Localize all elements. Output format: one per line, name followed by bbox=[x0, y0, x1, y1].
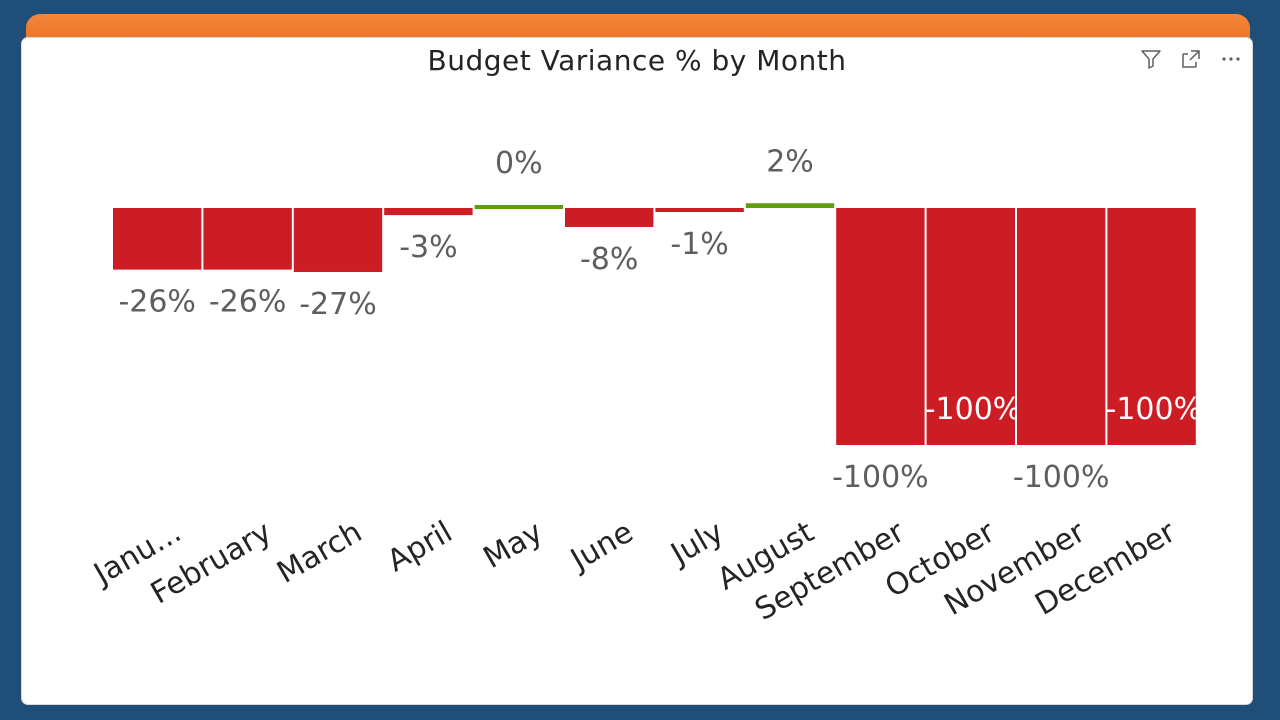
focus-mode-icon[interactable] bbox=[1178, 46, 1204, 72]
x-tick-label: March bbox=[271, 515, 368, 591]
data-label: -26% bbox=[118, 285, 196, 320]
bar-march[interactable] bbox=[293, 208, 383, 272]
bar-december[interactable] bbox=[1107, 208, 1196, 445]
data-label: -26% bbox=[209, 285, 287, 320]
data-label: 2% bbox=[766, 144, 814, 179]
data-label: 0% bbox=[495, 146, 543, 181]
bar-june[interactable] bbox=[565, 208, 654, 227]
x-tick-label: April bbox=[382, 515, 459, 580]
data-label: -1% bbox=[670, 227, 728, 262]
chart-title: Budget Variance % by Month bbox=[427, 44, 847, 77]
data-label: -3% bbox=[399, 230, 457, 265]
chart-visual[interactable]: Budget Variance % by Month -26% Janu... -2… bbox=[22, 38, 1252, 704]
more-options-icon[interactable] bbox=[1218, 46, 1244, 72]
bar-janu[interactable] bbox=[113, 208, 202, 270]
x-tick-label: May bbox=[478, 515, 549, 576]
bar-april[interactable] bbox=[384, 208, 473, 216]
bar-july[interactable] bbox=[655, 208, 744, 212]
bar-chart-plot: -26%Janu...-26%February-27%March-3%April… bbox=[87, 144, 1203, 628]
data-label: -100% bbox=[1013, 460, 1110, 495]
bar-august[interactable] bbox=[745, 203, 835, 208]
data-label: -100% bbox=[832, 460, 929, 495]
x-tick-label: June bbox=[563, 515, 639, 579]
bar-february[interactable] bbox=[203, 208, 292, 270]
bar-november[interactable] bbox=[1017, 208, 1106, 445]
filter-icon[interactable] bbox=[1138, 46, 1164, 72]
data-label: -100% bbox=[1106, 392, 1203, 427]
data-label: -100% bbox=[925, 392, 1022, 427]
data-label: -8% bbox=[580, 242, 638, 277]
bar-october[interactable] bbox=[926, 208, 1015, 445]
bar-may[interactable] bbox=[474, 205, 563, 209]
visual-header-icons bbox=[1138, 46, 1244, 72]
data-label: -27% bbox=[299, 287, 377, 322]
bar-september[interactable] bbox=[836, 208, 925, 445]
